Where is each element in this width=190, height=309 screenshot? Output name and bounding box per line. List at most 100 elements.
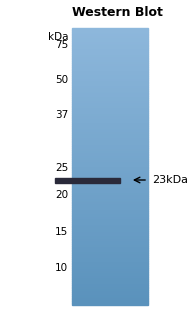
Text: 23kDa: 23kDa: [152, 175, 188, 185]
Bar: [72, 261, 148, 263]
Bar: [72, 32, 148, 34]
Bar: [72, 104, 148, 106]
Text: 10: 10: [55, 263, 68, 273]
Bar: [72, 257, 148, 259]
Bar: [72, 165, 148, 167]
Bar: [72, 229, 148, 231]
Bar: [72, 129, 148, 131]
Bar: [72, 139, 148, 141]
Bar: [72, 126, 148, 128]
Bar: [72, 141, 148, 142]
Bar: [72, 106, 148, 108]
Bar: [72, 48, 148, 50]
Bar: [72, 95, 148, 96]
Bar: [72, 142, 148, 144]
Bar: [72, 181, 148, 183]
Bar: [72, 46, 148, 48]
Bar: [72, 294, 148, 296]
Bar: [72, 178, 148, 180]
Text: 50: 50: [55, 75, 68, 85]
Bar: [72, 67, 148, 69]
Bar: [72, 265, 148, 266]
Bar: [72, 100, 148, 102]
Bar: [72, 233, 148, 235]
Bar: [72, 152, 148, 154]
Bar: [72, 281, 148, 283]
Bar: [72, 193, 148, 194]
Text: 25: 25: [55, 163, 68, 173]
Bar: [72, 85, 148, 87]
Bar: [72, 194, 148, 196]
Bar: [72, 65, 148, 67]
Bar: [72, 87, 148, 89]
Bar: [72, 266, 148, 268]
Bar: [72, 227, 148, 229]
Bar: [72, 111, 148, 113]
Bar: [72, 34, 148, 36]
Bar: [72, 172, 148, 174]
Bar: [72, 214, 148, 216]
Bar: [72, 286, 148, 288]
Bar: [72, 185, 148, 187]
Bar: [72, 252, 148, 253]
Bar: [72, 292, 148, 294]
Bar: [72, 135, 148, 137]
Bar: [72, 246, 148, 248]
Bar: [72, 159, 148, 161]
Bar: [72, 273, 148, 275]
Bar: [72, 259, 148, 261]
Bar: [72, 161, 148, 163]
Bar: [72, 296, 148, 298]
Bar: [72, 244, 148, 246]
Bar: [72, 109, 148, 111]
Bar: [72, 183, 148, 185]
Bar: [72, 168, 148, 170]
Bar: [72, 198, 148, 200]
Bar: [72, 270, 148, 272]
Bar: [72, 222, 148, 224]
Bar: [72, 207, 148, 209]
Bar: [72, 290, 148, 292]
Bar: [72, 63, 148, 65]
Bar: [72, 36, 148, 37]
Bar: [72, 30, 148, 32]
Text: Western Blot: Western Blot: [72, 6, 163, 19]
Bar: [72, 248, 148, 250]
Bar: [72, 96, 148, 98]
Bar: [72, 137, 148, 139]
Bar: [72, 237, 148, 239]
Bar: [72, 203, 148, 205]
Bar: [72, 213, 148, 214]
Bar: [72, 59, 148, 61]
Bar: [72, 56, 148, 57]
Bar: [72, 54, 148, 56]
Bar: [72, 61, 148, 63]
Bar: [72, 205, 148, 207]
Bar: [72, 37, 148, 39]
Bar: [72, 83, 148, 85]
Bar: [72, 268, 148, 270]
Bar: [72, 167, 148, 168]
Bar: [72, 91, 148, 93]
Bar: [72, 250, 148, 252]
Text: 20: 20: [55, 190, 68, 200]
Bar: [72, 120, 148, 122]
Bar: [72, 272, 148, 273]
Bar: [72, 108, 148, 109]
Bar: [72, 201, 148, 203]
Bar: [72, 122, 148, 124]
Bar: [72, 187, 148, 189]
Bar: [72, 189, 148, 191]
Bar: [72, 218, 148, 220]
Bar: [72, 176, 148, 178]
Bar: [72, 50, 148, 52]
Bar: [72, 220, 148, 222]
Bar: [72, 57, 148, 59]
Text: kDa: kDa: [48, 32, 68, 42]
Bar: [72, 288, 148, 290]
Bar: [72, 39, 148, 41]
Bar: [72, 41, 148, 43]
Bar: [72, 196, 148, 198]
Bar: [72, 301, 148, 303]
Bar: [72, 155, 148, 157]
